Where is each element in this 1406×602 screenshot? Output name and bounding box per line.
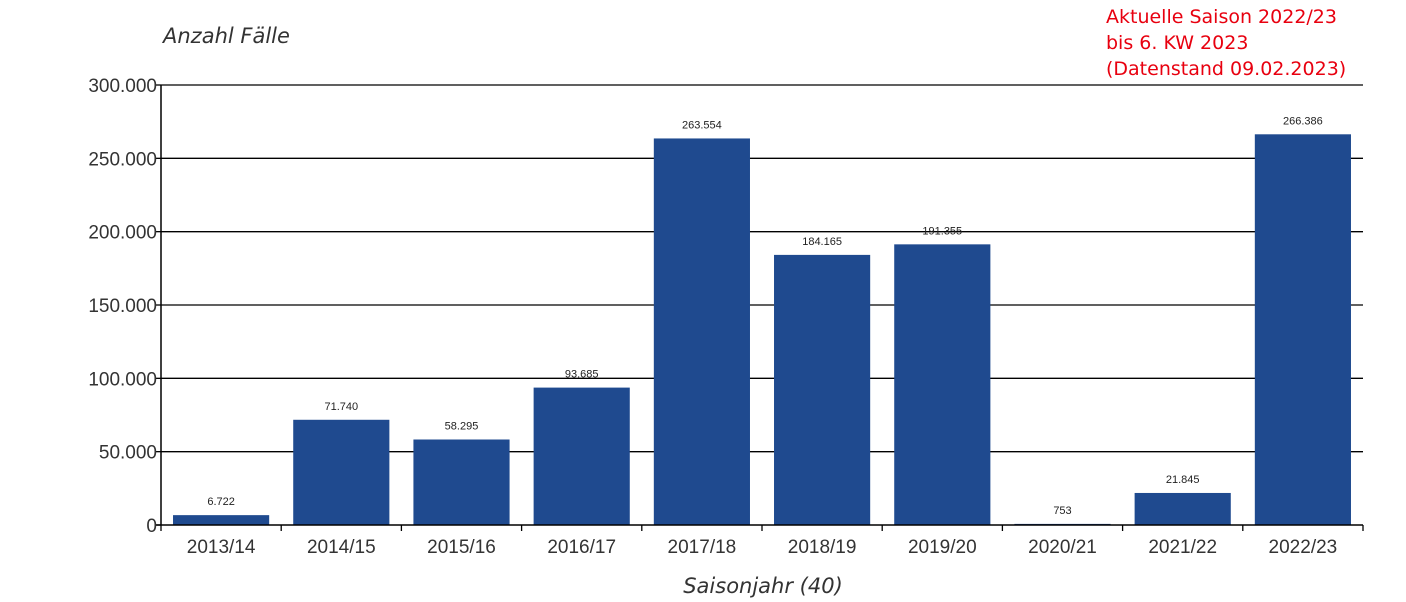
x-tick-label: 2015/16 — [427, 537, 496, 558]
annotation-line-3: (Datenstand 09.02.2023) — [1106, 58, 1347, 80]
value-label: 191.355 — [922, 225, 962, 237]
x-tick-label: 2022/23 — [1269, 537, 1338, 558]
x-tick-label: 2021/22 — [1148, 537, 1217, 558]
y-tick-label: 100.000 — [88, 369, 157, 390]
y-tick-label: 200.000 — [88, 223, 157, 244]
bar — [774, 254, 871, 525]
bar — [413, 439, 510, 525]
season-annotation: Aktuelle Saison 2022/23 bis 6. KW 2023 (… — [1106, 4, 1346, 82]
x-tick-label: 2019/20 — [908, 537, 977, 558]
y-tick-label: 250.000 — [88, 149, 157, 170]
bar — [173, 515, 270, 525]
y-tick-labels: 0 50.000 100.000 150.000 200.000 250.000 300.0… — [88, 76, 157, 537]
bar — [1134, 492, 1231, 525]
bar — [293, 419, 390, 525]
value-label: 753 — [1053, 505, 1071, 517]
value-label: 93.685 — [565, 369, 599, 381]
x-tick-label: 2020/21 — [1028, 537, 1097, 558]
value-label: 266.386 — [1283, 115, 1323, 127]
bar — [533, 387, 630, 525]
y-tick-label: 150.000 — [88, 296, 157, 317]
bar — [653, 138, 750, 525]
value-labels: 6.722 71.740 58.295 93.685 263.554 184.165 191… — [207, 115, 1322, 517]
gridlines — [161, 84, 1363, 453]
y-axis-title: Anzahl Fälle — [161, 24, 290, 48]
value-label: 184.165 — [802, 236, 842, 248]
x-tick-label: 2013/14 — [187, 537, 256, 558]
x-tick-label: 2014/15 — [307, 537, 376, 558]
bar — [894, 244, 991, 525]
value-label: 6.722 — [207, 496, 235, 508]
value-label: 263.554 — [682, 119, 722, 131]
axes — [155, 84, 1364, 531]
value-label: 21.845 — [1166, 474, 1200, 486]
y-tick-label: 0 — [146, 516, 157, 537]
value-label: 71.740 — [324, 401, 358, 413]
x-tick-label: 2016/17 — [547, 537, 616, 558]
bars — [173, 134, 1351, 525]
y-tick-label: 50.000 — [99, 443, 157, 464]
x-tick-labels: 2013/14 2014/15 2015/16 2016/17 2017/18 2018/… — [187, 537, 1337, 558]
value-label: 58.295 — [445, 421, 479, 433]
x-axis-title: Saisonjahr (40) — [683, 574, 843, 598]
x-tick-label: 2018/19 — [788, 537, 857, 558]
annotation-line-1: Aktuelle Saison 2022/23 — [1106, 6, 1337, 28]
bar — [1254, 134, 1351, 525]
x-tick-label: 2017/18 — [668, 537, 737, 558]
y-tick-label: 300.000 — [88, 76, 157, 97]
annotation-line-2: bis 6. KW 2023 — [1106, 32, 1249, 54]
